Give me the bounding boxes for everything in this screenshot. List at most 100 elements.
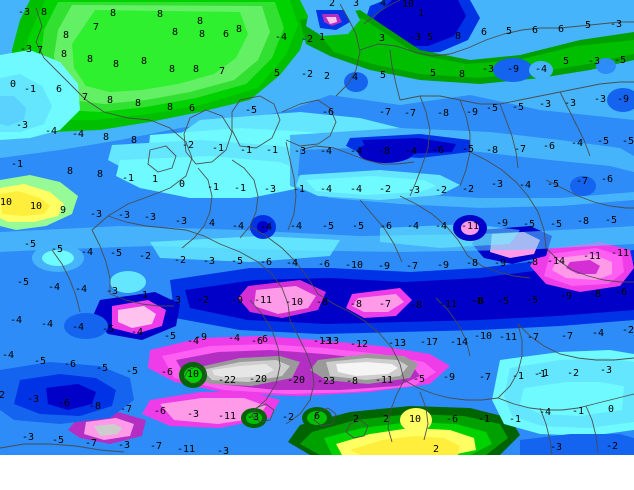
temperature-value-label: -1	[233, 183, 247, 194]
temperature-value-label: -4	[319, 146, 333, 157]
temperature-value-label: -5	[511, 102, 525, 113]
temperature-value-label: -3	[19, 44, 33, 55]
temperature-value-label: -6	[57, 398, 71, 409]
blob-8	[529, 61, 553, 79]
temperature-value-label: 4	[351, 72, 359, 83]
temperature-value-label: -3	[216, 446, 230, 456]
temperature-value-label: -4	[285, 258, 299, 269]
temperature-value-label: 4	[379, 0, 387, 9]
temperature-value-label: -2	[621, 325, 634, 336]
temperature-value-label: 2	[323, 71, 331, 82]
band-vlgrey-alps2	[336, 362, 398, 376]
temperature-value-label: 5	[562, 56, 570, 67]
temperature-value-label: -5	[621, 136, 634, 147]
temperature-value-label: 10	[0, 197, 13, 208]
temperature-value-label: -3	[481, 64, 495, 75]
temperature-value-label: -2	[300, 34, 314, 45]
temperature-value-label: -1	[265, 145, 279, 156]
temperature-value-label: 0	[607, 404, 615, 415]
temperature-value-label: -1	[23, 84, 37, 95]
temperature-value-label: -2	[181, 140, 195, 151]
band-cyan-mid2	[150, 236, 340, 262]
temperature-value-label: -2	[281, 412, 295, 423]
band-vlgrey-alps1	[212, 364, 274, 378]
temperature-value-label: -8	[345, 376, 359, 387]
temperature-value-label: -4	[71, 322, 85, 333]
temperature-value-label: 2	[0, 390, 6, 401]
temperature-value-label: -4	[349, 146, 363, 157]
temperature-value-label: -11	[582, 251, 602, 262]
spot-green-1b	[307, 411, 327, 425]
temperature-value-label: -3	[26, 394, 40, 405]
blob-10	[358, 141, 414, 163]
temperature-map[interactable]: -3 8 7 8 8 8 8 8 8 0 -1 6 7 8 8 -3 7 8 8 8 8 8 6 -4 -2 8 8 7 5 -2 8 6 -5…	[0, 0, 634, 455]
temperature-value-label: 0	[9, 79, 17, 90]
temperature-value-label: -6	[160, 367, 174, 378]
temperature-value-label: -8	[315, 297, 329, 308]
temperature-value-label: -4	[1, 350, 15, 361]
temperature-value-label: -2	[605, 441, 619, 452]
band-cyan-se3	[520, 382, 624, 416]
temperature-value-label: -9	[616, 94, 630, 105]
temperature-value-label: -7	[405, 261, 419, 272]
temperature-value-label: -5	[163, 331, 177, 342]
temperature-value-label: -3	[490, 179, 504, 190]
temperature-value-label: -3	[89, 209, 103, 220]
temperature-value-label: -6	[63, 359, 77, 370]
temperature-value-label: 6	[480, 27, 488, 38]
temperature-value-label: -14	[546, 256, 566, 267]
temperature-value-label: 5	[426, 32, 434, 43]
temperature-value-label: -5	[321, 221, 335, 232]
temperature-value-label: -8	[377, 146, 391, 157]
temperature-value-label: 2	[352, 414, 360, 425]
temperature-value-label: -8	[588, 289, 602, 300]
blob-5	[493, 58, 533, 82]
temperature-value-label: -4	[259, 222, 273, 233]
temperature-value-label: -4	[80, 247, 94, 258]
blob-2	[64, 313, 108, 339]
temperature-value-label: -11	[438, 299, 458, 310]
temperature-value-label: -11	[217, 411, 237, 422]
temperature-value-label: -5	[596, 136, 610, 147]
band-yellow-iberia2	[0, 191, 50, 216]
temperature-value-label: -7	[403, 108, 417, 119]
temperature-value-label: -4	[47, 282, 61, 293]
band-cyan-atl3	[0, 96, 26, 126]
temperature-value-label: -6	[153, 406, 167, 417]
temperature-value-label: -14	[449, 337, 469, 348]
temperature-value-label: -7	[119, 404, 133, 415]
blob-9	[570, 176, 596, 196]
temperature-value-label: 5	[505, 26, 513, 37]
temperature-value-label: 7	[36, 45, 44, 56]
temperature-value-label: -3	[263, 184, 277, 195]
temperature-value-label: -5	[546, 179, 560, 190]
temperature-value-label: 1	[417, 8, 425, 19]
temperature-value-label: -1	[292, 184, 306, 195]
temperature-value-label: -8	[471, 296, 485, 307]
band-pink-alps1	[254, 286, 316, 314]
temperature-value-label: 5	[429, 68, 437, 79]
temperature-value-label: 8	[192, 64, 200, 75]
temperature-value-label: 8	[102, 132, 110, 143]
temperature-value-label: -3	[407, 185, 421, 196]
temperature-value-label: -3	[538, 99, 552, 110]
band-grey-it	[94, 424, 122, 436]
temperature-value-label: -2	[173, 255, 187, 266]
temperature-value-label: 6	[531, 25, 539, 36]
temperature-value-label: 6	[313, 411, 321, 422]
temperature-value-label: -13	[312, 336, 332, 347]
band-pink-it	[160, 398, 266, 424]
temperature-value-label: 8	[196, 16, 204, 27]
temperature-value-label: -11	[610, 248, 630, 259]
map-canvas	[0, 0, 634, 455]
temperature-value-label: -4	[319, 184, 333, 195]
temperature-value-label: 4	[208, 218, 216, 229]
temperature-value-label: -3	[174, 216, 188, 227]
temperature-value-label: -3	[168, 295, 182, 306]
temperature-value-label: -3	[609, 19, 623, 30]
temperature-value-label: -4	[434, 221, 448, 232]
blob-11b	[257, 221, 269, 233]
temperature-value-label: -10	[344, 260, 364, 271]
band-cyan-fr2	[116, 156, 310, 198]
